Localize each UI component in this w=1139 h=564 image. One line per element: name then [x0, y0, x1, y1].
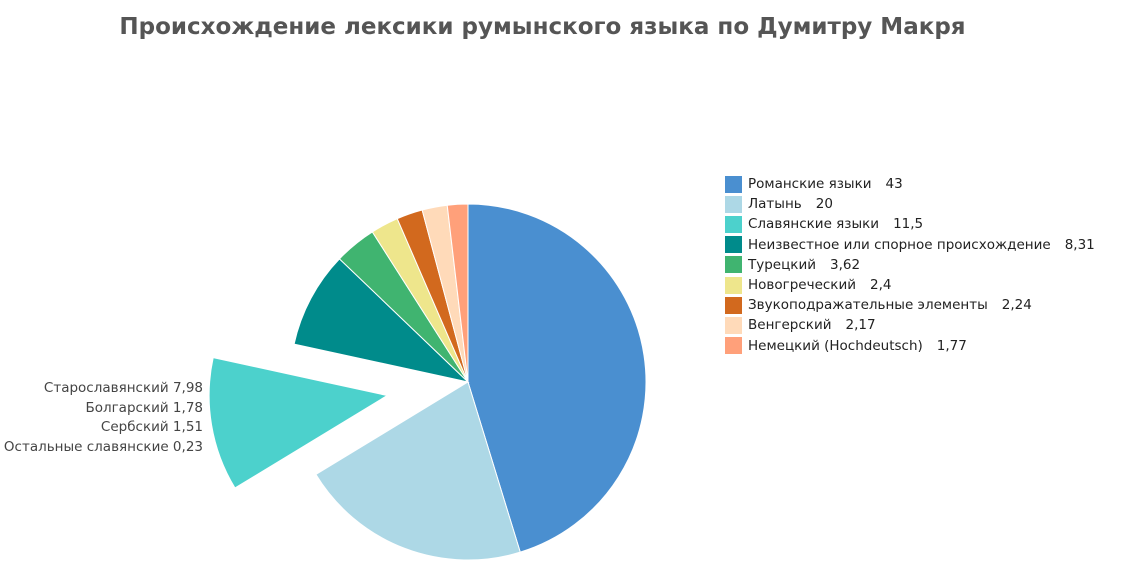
legend-item: Новогреческий 2,4 — [725, 275, 1095, 295]
pie-slice-3 — [293, 258, 470, 383]
legend-label: Новогреческий — [748, 277, 856, 294]
legend-swatch — [725, 215, 742, 233]
pie-slice-8 — [446, 203, 469, 383]
legend-value: 3,62 — [830, 256, 861, 273]
legend-item: Славянские языки 11,5 — [725, 214, 1095, 234]
legend-item: Немецкий (Hochdeutsch) 1,77 — [725, 336, 1095, 356]
legend: Романские языки 43 Латынь 20 Славянские язык… — [725, 174, 1095, 356]
legend-item: Романские языки 43 — [725, 174, 1095, 194]
pie-slice-0 — [467, 203, 647, 553]
legend-label: Латынь — [748, 196, 802, 213]
legend-item: Венгерский 2,17 — [725, 315, 1095, 335]
legend-item: Звукоподражательные элементы 2,24 — [725, 295, 1095, 315]
legend-label: Венгерский — [748, 317, 832, 334]
chart-title: Происхождение лексики румынского языка п… — [119, 14, 966, 40]
legend-label: Славянские языки — [748, 216, 880, 233]
legend-value: 2,4 — [870, 277, 892, 294]
legend-swatch — [725, 195, 742, 213]
legend-value: 11,5 — [893, 216, 924, 233]
legend-swatch — [725, 276, 742, 294]
legend-value: 2,24 — [1001, 297, 1032, 314]
legend-swatch — [725, 175, 742, 193]
legend-item: Неизвестное или спорное происхождение 8,3… — [725, 235, 1095, 255]
legend-swatch — [725, 337, 742, 355]
legend-item: Латынь 20 — [725, 194, 1095, 214]
legend-swatch — [725, 316, 742, 334]
legend-value: 8,31 — [1064, 236, 1095, 253]
legend-label: Романские языки — [748, 176, 872, 193]
legend-swatch — [725, 236, 742, 254]
legend-value: 1,77 — [936, 337, 967, 354]
breakdown-line: Сербский 1,51 — [100, 419, 203, 436]
legend-label: Неизвестное или спорное происхождение — [748, 236, 1051, 253]
legend-swatch — [725, 256, 742, 274]
legend-swatch — [725, 296, 742, 314]
breakdown-line: Остальные славянские 0,23 — [3, 438, 203, 455]
legend-label: Немецкий (Hochdeutsch) — [748, 337, 923, 354]
legend-value: 43 — [885, 176, 903, 193]
legend-item: Турецкий 3,62 — [725, 255, 1095, 275]
breakdown-line: Старославянский 7,98 — [43, 380, 203, 396]
slavic-breakdown-annotation: Старославянский 7,98 Болгарский 1,78 Сер… — [4, 379, 203, 457]
legend-value: 20 — [815, 196, 833, 213]
pie-slice-2 — [208, 357, 389, 489]
legend-label: Турецкий — [748, 256, 817, 273]
pie-slice-1 — [315, 381, 521, 561]
breakdown-line: Болгарский 1,78 — [85, 399, 203, 416]
legend-value: 2,17 — [845, 317, 876, 334]
legend-label: Звукоподражательные элементы — [748, 297, 988, 314]
